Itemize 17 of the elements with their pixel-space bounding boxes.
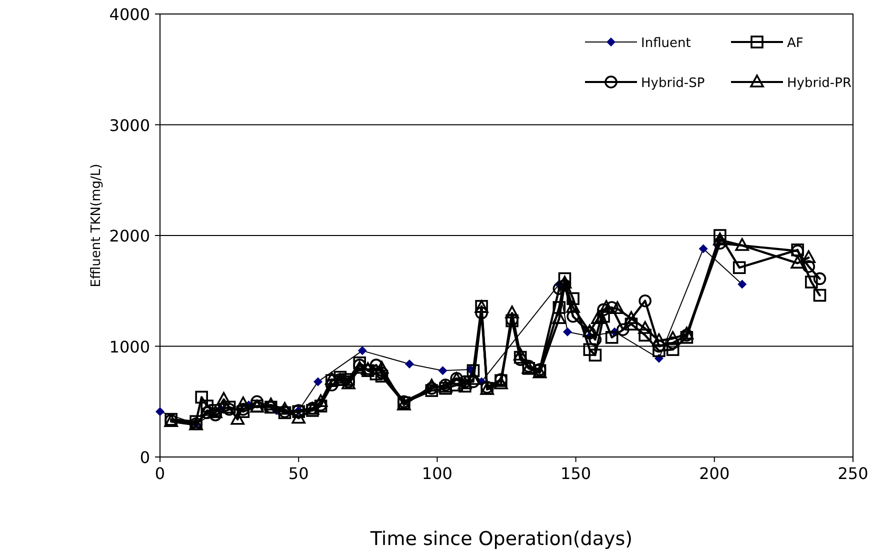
x-axis-title: Time since Operation(days) [369, 528, 633, 550]
legend-label: Hybrid-PR [787, 76, 852, 91]
x-tick-label: 100 [422, 464, 452, 483]
x-tick-label: 200 [699, 464, 730, 483]
x-tick-label: 150 [560, 464, 592, 483]
y-tick-label: 0 [140, 448, 150, 467]
y-tick-label: 1000 [109, 337, 150, 356]
y-tick-label: 4000 [109, 5, 150, 24]
y-tick-label: 3000 [109, 116, 150, 135]
x-tick-label: 0 [154, 464, 166, 483]
legend-label: AF [787, 36, 804, 51]
legend-label: Influent [641, 36, 691, 51]
legend-label: Hybrid-SP [641, 76, 705, 91]
x-tick-label: 50 [288, 464, 309, 483]
y-tick-label: 2000 [109, 226, 150, 246]
y-axis-title: Effluent TKN(mg/L) [89, 164, 104, 288]
x-tick-label: 250 [838, 464, 868, 483]
